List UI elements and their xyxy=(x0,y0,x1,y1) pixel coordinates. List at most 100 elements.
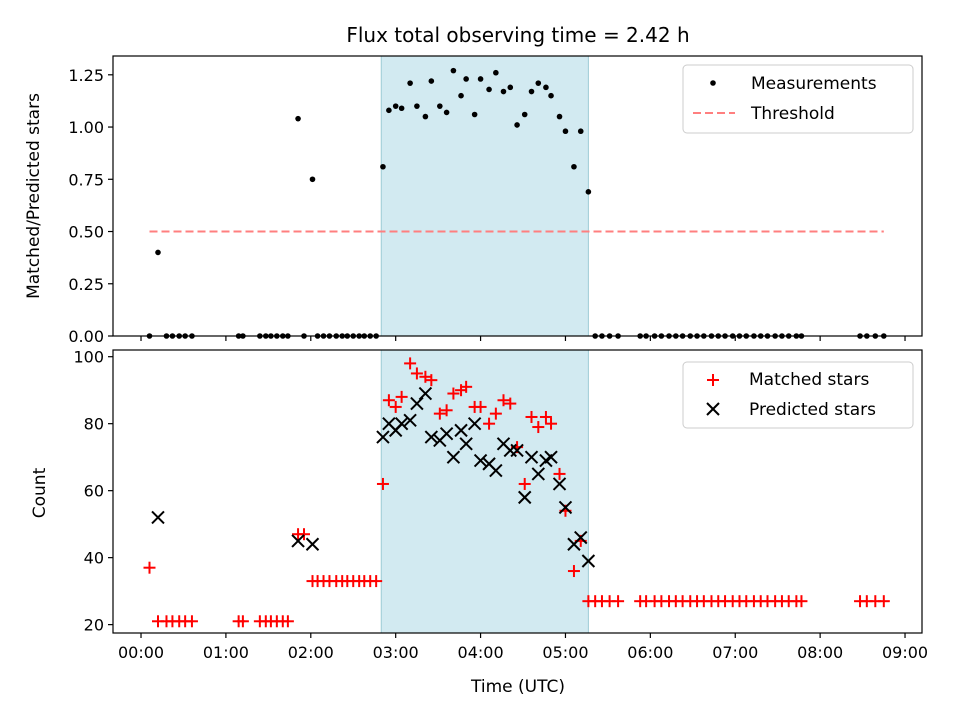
matched-star-point xyxy=(440,404,453,417)
top-y-ticks: 0.00 0.25 0.50 0.75 1.00 1.25 xyxy=(68,66,113,346)
predicted-star-point xyxy=(473,453,488,468)
measurement-point xyxy=(392,103,399,109)
y-tick-label: 0.00 xyxy=(68,327,104,346)
measurement-point xyxy=(521,111,528,118)
measurement-point xyxy=(500,88,507,95)
matched-star-point xyxy=(298,528,311,541)
matched-star-point xyxy=(795,595,808,608)
legend-marker-predicted xyxy=(706,402,720,416)
measurement-point xyxy=(486,86,492,93)
y-tick-label: 0.25 xyxy=(68,275,104,294)
measurement-point xyxy=(556,113,563,120)
measurement-point xyxy=(493,69,499,76)
legend-marker-matched xyxy=(707,374,719,386)
predicted-star-point xyxy=(394,416,409,431)
measurement-point xyxy=(295,115,301,122)
y-tick-label: 1.25 xyxy=(68,66,104,85)
top-axes-frame xyxy=(112,55,923,337)
y-tick-label: 60 xyxy=(84,482,104,501)
predicted-star-point xyxy=(418,386,433,401)
measurement-point xyxy=(380,163,386,170)
matched-star-point xyxy=(497,394,510,407)
measurement-point xyxy=(585,189,592,195)
legend-marker-measurements xyxy=(710,80,716,86)
x-tick-label: 00:00 xyxy=(118,643,164,662)
top-legend: Measurements Threshold xyxy=(682,64,914,134)
matched-star-point xyxy=(504,397,517,410)
matched-star-point xyxy=(567,565,580,578)
matched-star-point xyxy=(143,561,156,574)
predicted-star-point xyxy=(510,443,524,458)
measurement-point xyxy=(386,107,392,114)
top-x-ticks xyxy=(140,336,906,341)
x-axis-label: Time (UTC) xyxy=(470,677,565,697)
predicted-star-point xyxy=(552,477,567,491)
predicted-star-point xyxy=(439,427,454,441)
bottom-marks xyxy=(143,357,890,628)
predicted-star-point xyxy=(581,554,596,568)
legend-label-threshold: Threshold xyxy=(750,104,835,124)
measurement-point xyxy=(422,113,429,120)
bottom-panel: 00:00 01:00 02:00 03:00 04:00 05:00 06:00 07:00… xyxy=(30,348,928,697)
predicted-star-point xyxy=(544,450,558,464)
predicted-star-point xyxy=(459,437,473,451)
measurement-point xyxy=(535,80,542,86)
bottom-x-ticks: 00:00 01:00 02:00 03:00 04:00 05:00 06:00 07:00… xyxy=(118,633,928,662)
y-tick-label: 40 xyxy=(84,549,104,568)
x-tick-label: 04:00 xyxy=(458,643,504,662)
legend-label-predicted: Predicted stars xyxy=(749,400,876,420)
measurement-point xyxy=(450,67,457,74)
measurement-point xyxy=(571,163,577,170)
matched-star-point xyxy=(460,380,473,393)
x-tick-label: 07:00 xyxy=(712,643,758,662)
matched-star-point xyxy=(395,390,408,403)
predicted-star-point xyxy=(558,500,573,515)
y-tick-label: 0.50 xyxy=(68,223,104,242)
measurement-point xyxy=(398,105,405,112)
bottom-y-axis-label: Count xyxy=(30,467,50,518)
y-tick-label: 0.75 xyxy=(68,170,104,189)
measurement-point xyxy=(155,249,161,256)
measurement-point xyxy=(309,176,316,183)
bottom-y-ticks: 20 40 60 80 100 xyxy=(73,348,113,635)
predicted-star-point xyxy=(531,467,546,481)
predicted-star-point xyxy=(376,430,390,444)
x-tick-label: 09:00 xyxy=(882,643,928,662)
x-tick-label: 05:00 xyxy=(542,643,588,662)
y-tick-label: 100 xyxy=(73,348,104,367)
measurement-point xyxy=(528,88,535,95)
bottom-legend-frame xyxy=(682,361,914,429)
matched-star-point xyxy=(489,407,502,420)
bottom-shaded-region xyxy=(380,349,589,634)
matched-star-point xyxy=(425,374,438,387)
bottom-axes-frame xyxy=(112,349,923,634)
predicted-star-point xyxy=(489,463,503,478)
measurement-point xyxy=(463,76,469,82)
predicted-star-point xyxy=(291,534,305,548)
matched-star-point xyxy=(518,477,531,490)
x-tick-label: 01:00 xyxy=(203,643,249,662)
predicted-star-point xyxy=(467,416,482,431)
predicted-star-point xyxy=(446,450,461,464)
matched-star-point xyxy=(281,615,294,628)
y-tick-label: 80 xyxy=(84,415,104,434)
predicted-star-point xyxy=(574,530,588,545)
matched-star-point xyxy=(545,417,558,430)
matched-star-point xyxy=(433,407,446,420)
y-tick-label: 1.00 xyxy=(68,118,104,137)
matched-star-point xyxy=(612,595,625,608)
matched-star-point xyxy=(185,615,198,628)
measurement-point xyxy=(437,103,443,109)
measurement-point xyxy=(514,122,520,128)
measurement-point xyxy=(507,84,514,91)
y-tick-label: 20 xyxy=(84,616,104,635)
matched-star-point xyxy=(389,400,402,413)
matched-star-point xyxy=(382,394,395,407)
matched-star-point xyxy=(376,477,389,490)
measurement-point xyxy=(458,92,464,99)
matched-star-point xyxy=(525,410,538,423)
measurement-point xyxy=(428,78,435,84)
predicted-star-point xyxy=(151,510,165,525)
matched-star-point xyxy=(877,595,890,608)
